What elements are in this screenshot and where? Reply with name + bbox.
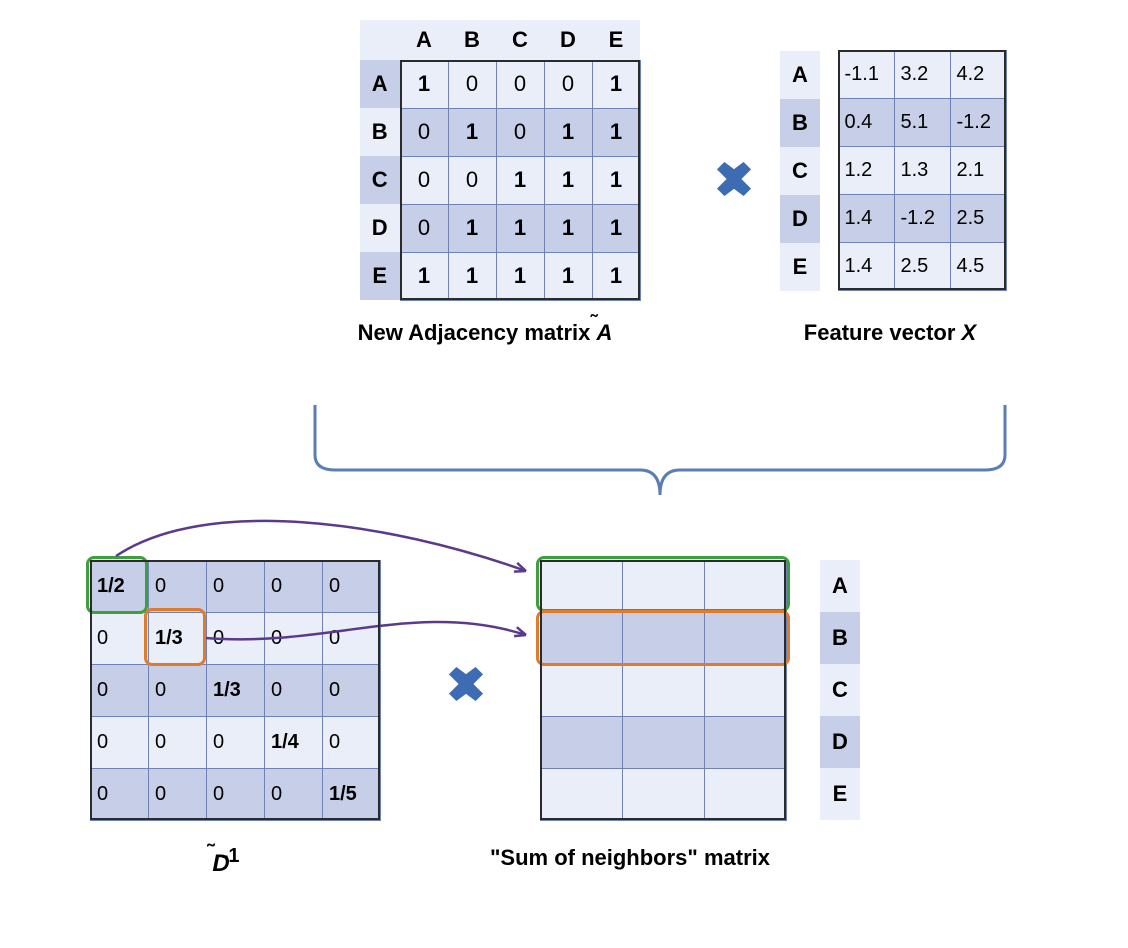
d-inverse-caption: D̃-1 [170, 845, 290, 878]
diagram-canvas: ABCDEA10001B01011C00111D01111E11111 New … [20, 20, 1108, 928]
sum-neighbors-row-labels: ABCDE [820, 560, 860, 820]
sum-neighbors-matrix [540, 560, 787, 821]
d-inverse-matrix: 1/2000001/3000001/3000001/4000001/5 [90, 560, 381, 821]
sum-neighbors-caption: "Sum of neighbors" matrix [450, 845, 810, 871]
feature-matrix: A-1.13.24.2B0.45.1-1.2C1.21.32.1D1.4-1.2… [780, 50, 1007, 291]
feature-caption: Feature vector X [780, 320, 1000, 346]
adjacency-matrix: ABCDEA10001B01011C00111D01111E11111 [360, 20, 641, 301]
multiply-icon [710, 155, 758, 203]
multiply-icon [442, 660, 490, 708]
adjacency-caption: New Adjacency matrix Ã [315, 320, 655, 346]
brace-icon [310, 390, 1010, 500]
